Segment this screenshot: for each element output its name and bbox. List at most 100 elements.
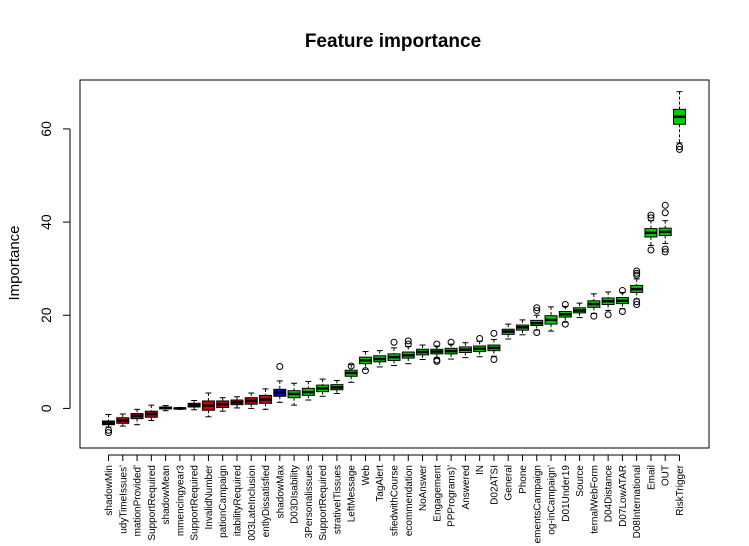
box-17 — [330, 379, 344, 394]
x-tick-label: shadowMax — [275, 465, 286, 518]
outlier-point — [490, 329, 498, 337]
outlier-point — [476, 335, 484, 343]
x-tick-label: Email — [646, 465, 657, 490]
x-tick-label: D01Under19 — [561, 465, 572, 522]
outlier-point — [661, 209, 669, 217]
box-13 — [273, 362, 287, 403]
box-15 — [301, 380, 315, 401]
outlier-point — [633, 271, 641, 279]
outlier-point — [105, 429, 112, 437]
box-33 — [558, 301, 572, 328]
box-27 — [473, 335, 487, 358]
x-tick-label: itabilityRequired — [232, 465, 243, 536]
outlier-point — [447, 338, 455, 346]
x-tick-label: D02ATSI — [489, 465, 500, 505]
y-axis: 0 20 40 60 — [38, 121, 71, 412]
boxplot-group — [102, 91, 686, 437]
outlier-point — [561, 320, 569, 328]
x-tick-label: General — [504, 465, 515, 501]
outlier-point — [647, 211, 655, 219]
x-tick-label: D03DIsability — [290, 465, 301, 524]
x-tick-label: mationProvided' — [133, 465, 144, 536]
box-10 — [230, 396, 244, 409]
outlier-point — [490, 355, 498, 363]
outlier-point — [661, 248, 669, 256]
x-tick-label: shadowMean — [161, 465, 172, 524]
x-tick-label: PPPrograms)' — [447, 465, 458, 527]
outlier-point — [647, 214, 655, 222]
box-37 — [615, 287, 629, 316]
outlier-point — [661, 245, 669, 253]
x-tick-label: TagAlert — [375, 465, 386, 502]
x-tick-label: Web — [361, 465, 372, 486]
outlier-point — [433, 357, 441, 365]
x-tick-label: Phone — [518, 465, 529, 494]
box-38 — [630, 267, 644, 309]
box-30 — [515, 319, 529, 336]
box-22 — [401, 337, 415, 365]
outlier-point — [676, 143, 683, 151]
x-axis-labels: shadowMin udyTimeIssues' mationProvided' Su… — [104, 454, 686, 543]
x-tick-label: 003LateInclusion — [247, 465, 258, 541]
plot-frame — [79, 79, 710, 449]
x-tick-label: LeftMessage — [347, 465, 358, 523]
box-35 — [587, 293, 601, 320]
outlier-point — [618, 287, 626, 295]
x-tick-label: ementsCampaign — [532, 465, 543, 543]
box-39 — [644, 211, 658, 254]
outlier-point — [347, 362, 355, 370]
box-31 — [530, 304, 544, 336]
x-tick-label: pationCampaign — [218, 465, 229, 538]
box-1 — [102, 413, 115, 437]
box-36 — [601, 291, 615, 319]
box-6 — [173, 406, 187, 410]
box-5 — [159, 405, 173, 412]
box-28 — [487, 329, 501, 363]
x-tick-label: OUT — [661, 465, 672, 486]
x-tick-label: udyTimeIssues' — [118, 465, 129, 534]
box-21 — [387, 338, 401, 367]
box-26 — [458, 342, 472, 359]
outlier-point — [561, 301, 569, 309]
box-18 — [344, 362, 358, 383]
box-8 — [201, 392, 215, 418]
outlier-point — [633, 267, 641, 275]
box-19 — [358, 351, 372, 375]
outlier-point — [618, 308, 626, 316]
x-tick-label: InvalidNumber — [204, 464, 215, 529]
x-tick-label: SupportRequired — [147, 465, 158, 541]
outlier-point — [533, 304, 541, 312]
box-12 — [259, 388, 273, 410]
x-tick-label: ternalWebForm — [589, 465, 600, 534]
box-24 — [430, 340, 444, 365]
y-tick-label: 20 — [38, 307, 54, 323]
x-tick-label: D08International — [632, 465, 643, 538]
x-tick-label: IN — [475, 465, 486, 475]
outlier-point — [276, 362, 284, 370]
box-9 — [216, 397, 230, 412]
outlier-point — [433, 340, 441, 348]
box-16 — [316, 378, 330, 397]
outlier-point — [533, 307, 541, 315]
outlier-point — [633, 301, 641, 309]
box-29 — [501, 323, 515, 340]
chart-title: Feature importance — [305, 31, 481, 52]
outlier-point — [533, 328, 541, 336]
box-4 — [144, 404, 158, 422]
x-tick-label: Source — [575, 465, 586, 497]
box-32 — [544, 306, 558, 332]
outlier-point — [390, 338, 398, 346]
outlier-point — [404, 340, 412, 348]
x-tick-label: strativeITissues — [332, 465, 343, 534]
x-tick-label: SupportRequired — [318, 465, 329, 541]
box-14 — [287, 382, 301, 406]
x-tick-label: ecommendation — [404, 465, 415, 536]
x-tick-label: RiskTrigger — [675, 464, 686, 515]
y-tick-label: 0 — [38, 404, 54, 412]
y-tick-label: 40 — [38, 214, 54, 230]
outlier-point — [404, 337, 412, 345]
outlier-point — [661, 201, 669, 209]
box-3 — [130, 408, 144, 426]
